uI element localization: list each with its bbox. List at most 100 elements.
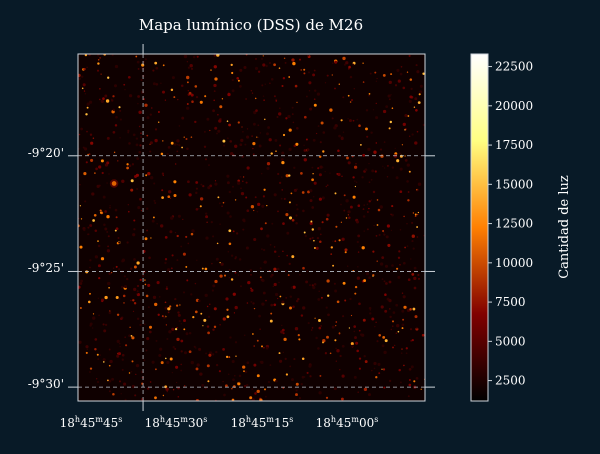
noise-pixel — [300, 314, 304, 317]
noise-pixel — [399, 228, 402, 231]
noise-pixel — [259, 398, 263, 401]
noise-pixel — [206, 364, 210, 368]
noise-pixel — [321, 166, 324, 169]
noise-pixel — [262, 63, 266, 67]
noise-pixel — [119, 109, 122, 112]
noise-pixel — [372, 109, 375, 111]
noise-pixel — [103, 223, 106, 226]
noise-pixel — [242, 228, 245, 231]
noise-pixel — [115, 265, 118, 268]
noise-pixel — [298, 338, 301, 341]
noise-pixel — [343, 194, 346, 197]
noise-pixel — [380, 305, 384, 309]
noise-pixel — [309, 199, 313, 203]
noise-pixel — [354, 336, 357, 340]
noise-pixel — [293, 358, 296, 361]
noise-pixel — [85, 270, 89, 274]
noise-pixel — [297, 297, 300, 301]
noise-pixel — [310, 220, 313, 223]
noise-pixel — [278, 67, 281, 69]
noise-pixel — [388, 280, 392, 284]
noise-pixel — [324, 82, 327, 84]
noise-pixel — [166, 153, 169, 156]
noise-pixel — [106, 182, 108, 184]
noise-pixel — [199, 100, 203, 104]
noise-pixel — [196, 55, 199, 58]
noise-pixel — [316, 236, 320, 240]
noise-pixel — [79, 205, 82, 207]
noise-pixel — [96, 184, 100, 188]
noise-pixel — [118, 241, 121, 244]
noise-pixel — [80, 75, 84, 78]
noise-pixel — [237, 179, 240, 183]
noise-pixel — [135, 173, 139, 177]
noise-pixel — [176, 143, 179, 146]
noise-pixel — [167, 146, 171, 149]
noise-pixel — [309, 107, 313, 111]
noise-pixel — [149, 141, 153, 145]
noise-pixel — [234, 305, 238, 310]
noise-pixel — [404, 159, 408, 162]
noise-pixel — [175, 381, 178, 384]
noise-pixel — [402, 295, 406, 299]
noise-pixel — [339, 354, 342, 358]
noise-pixel — [242, 365, 246, 369]
noise-pixel — [168, 190, 172, 194]
noise-pixel — [214, 279, 218, 284]
noise-pixel — [131, 163, 135, 166]
noise-pixel — [239, 175, 242, 178]
noise-pixel — [338, 153, 341, 156]
noise-pixel — [229, 336, 232, 339]
noise-pixel — [342, 56, 346, 61]
noise-pixel — [334, 289, 338, 293]
noise-pixel — [374, 170, 377, 173]
noise-pixel — [230, 278, 234, 281]
noise-pixel — [382, 368, 386, 371]
noise-pixel — [295, 214, 298, 217]
noise-pixel — [305, 138, 308, 141]
noise-pixel — [318, 173, 322, 177]
noise-pixel — [415, 327, 419, 331]
noise-pixel — [270, 77, 274, 81]
noise-pixel — [406, 245, 409, 248]
noise-pixel — [137, 67, 140, 70]
noise-pixel — [416, 70, 420, 74]
noise-pixel — [333, 282, 336, 285]
noise-pixel — [234, 271, 237, 274]
noise-pixel — [175, 304, 179, 307]
noise-pixel — [112, 267, 115, 269]
noise-pixel — [278, 112, 282, 116]
noise-pixel — [94, 338, 98, 341]
noise-pixel — [296, 208, 299, 211]
noise-pixel — [273, 267, 277, 271]
noise-pixel — [302, 266, 305, 270]
noise-pixel — [405, 347, 408, 350]
noise-pixel — [106, 249, 111, 253]
noise-pixel — [260, 278, 264, 281]
noise-pixel — [289, 295, 293, 298]
noise-pixel — [318, 326, 322, 330]
noise-pixel — [200, 312, 203, 315]
noise-pixel — [137, 102, 139, 105]
noise-pixel — [244, 370, 248, 374]
noise-pixel — [363, 230, 365, 232]
noise-pixel — [246, 128, 249, 130]
noise-pixel — [259, 267, 262, 270]
noise-pixel — [275, 379, 278, 383]
noise-pixel — [415, 377, 419, 380]
noise-pixel — [326, 335, 329, 339]
noise-pixel — [322, 150, 325, 153]
noise-pixel — [421, 333, 425, 337]
noise-pixel — [204, 158, 208, 161]
noise-pixel — [279, 107, 281, 109]
noise-pixel — [334, 192, 337, 195]
noise-pixel — [164, 236, 168, 239]
colorbar-tick-label: 22500 — [495, 60, 533, 74]
noise-pixel — [165, 324, 168, 326]
noise-pixel — [109, 206, 111, 209]
noise-pixel — [228, 190, 231, 194]
noise-pixel — [112, 95, 115, 98]
noise-pixel — [335, 225, 338, 228]
noise-pixel — [164, 301, 167, 304]
noise-pixel — [378, 334, 381, 337]
